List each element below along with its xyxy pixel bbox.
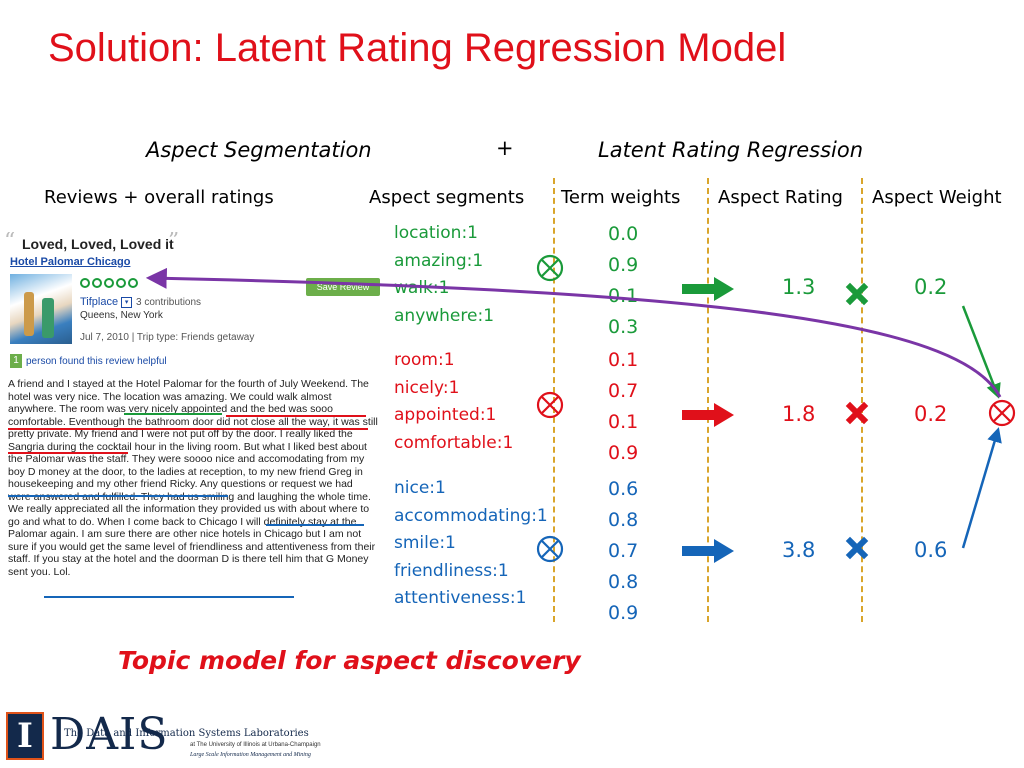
multiply-icon <box>845 401 869 425</box>
weight-item: 0.6 <box>608 478 639 500</box>
term-item: nice:1 <box>394 478 446 498</box>
separator-line <box>861 178 863 622</box>
header-aspect-segments: Aspect segments <box>369 187 525 208</box>
aspect-rating-service: 3.8 <box>782 538 816 562</box>
open-quote-icon: “ <box>4 232 16 254</box>
aspect-rating-location: 1.3 <box>782 275 816 299</box>
term-item: location:1 <box>394 223 478 243</box>
helpful-count-badge: 1 <box>10 354 22 368</box>
highlight-underline <box>8 428 368 430</box>
dropdown-icon[interactable]: ▾ <box>121 296 133 308</box>
header-aspect-rating: Aspect Rating <box>718 187 843 208</box>
weight-item: 0.9 <box>608 602 639 624</box>
caption-topic-model: Topic model for aspect discovery <box>118 646 581 675</box>
right-arrow-icon <box>682 539 734 563</box>
weight-item: 0.0 <box>608 223 639 245</box>
weight-item: 0.1 <box>608 349 639 371</box>
multiply-icon <box>845 536 869 560</box>
term-weights-service: 0.6 0.8 0.7 0.8 0.9 <box>608 474 638 629</box>
reviewer-avatar <box>10 274 72 344</box>
term-item: nicely:1 <box>394 377 460 398</box>
aspect-weight-room: 0.2 <box>914 402 948 426</box>
stage-plus: + <box>496 136 514 160</box>
reviewer-name[interactable]: Tifplace <box>80 296 119 308</box>
otimes-icon <box>536 254 564 282</box>
otimes-output-icon <box>988 399 1016 427</box>
term-item: appointed:1 <box>394 405 497 425</box>
reviewer-location: Queens, New York <box>80 310 163 321</box>
logo-line-2: at The University of Illinois at Urbana-… <box>190 742 321 748</box>
helpful-text: person found this review helpful <box>26 356 167 367</box>
term-item: room:1 <box>394 350 455 370</box>
slide-title: Solution: Latent Rating Regression Model <box>48 26 787 70</box>
close-quote-icon: ” <box>168 232 180 254</box>
illinois-logo-icon: I <box>6 712 44 760</box>
stage-latent-rating-regression: Latent Rating Regression <box>598 138 864 162</box>
multiply-icon <box>845 282 869 306</box>
reviewer-contributions: 3 contributions <box>136 297 202 308</box>
otimes-icon <box>536 391 564 419</box>
weight-item: 0.8 <box>608 571 639 593</box>
header-term-weights: Term weights <box>561 187 681 208</box>
weight-item: 0.3 <box>608 316 639 338</box>
term-weights-location: 0.0 0.9 0.1 0.3 <box>608 219 638 343</box>
feedback-arrow <box>145 267 1002 398</box>
aspect-weight-service: 0.6 <box>914 538 948 562</box>
aspect-terms-location: location:1 amazing:1 walk:1 anywhere:1 <box>394 220 494 330</box>
separator-line <box>707 178 709 622</box>
highlight-underline <box>124 413 222 415</box>
weight-item: 0.9 <box>608 254 639 276</box>
aspect-terms-room: room:1 nicely:1 appointed:1 comfortable:… <box>394 347 513 457</box>
term-item: anywhere:1 <box>394 305 495 326</box>
right-arrow-icon <box>682 277 734 301</box>
weight-item: 0.7 <box>608 380 639 402</box>
highlight-underline <box>8 495 228 497</box>
weight-item: 0.7 <box>608 540 639 562</box>
review-hotel-link[interactable]: Hotel Palomar Chicago <box>10 256 131 268</box>
rating-bubbles <box>80 278 138 288</box>
review-title: Loved, Loved, Loved it <box>22 236 174 252</box>
term-item: friendliness:1 <box>394 560 509 581</box>
logo-line-3: Large Scale Information Management and M… <box>190 752 311 758</box>
weight-item: 0.1 <box>608 411 639 433</box>
aspect-terms-service: nice:1 accommodating:1 smile:1 friendlin… <box>394 475 548 613</box>
highlight-underline <box>8 452 128 454</box>
review-card: “ Loved, Loved, Loved it ” Hotel Palomar… <box>4 232 380 624</box>
logo-line-1: The Data and Information Systems Laborat… <box>64 728 309 739</box>
term-item: amazing:1 <box>394 250 484 271</box>
highlight-underline <box>226 415 366 417</box>
otimes-icon <box>536 535 564 563</box>
term-item: attentiveness:1 <box>394 588 527 608</box>
weight-item: 0.8 <box>608 509 639 531</box>
term-item: comfortable:1 <box>394 432 514 453</box>
weight-item: 0.9 <box>608 442 639 464</box>
highlight-underline <box>44 596 294 598</box>
header-reviews: Reviews + overall ratings <box>44 187 274 208</box>
green-arrow-line <box>961 305 1001 399</box>
highlight-underline <box>266 524 364 526</box>
aspect-rating-room: 1.8 <box>782 402 816 426</box>
weight-item: 0.1 <box>608 285 639 307</box>
term-weights-room: 0.1 0.7 0.1 0.9 <box>608 345 638 469</box>
review-date: Jul 7, 2010 | Trip type: Friends getaway <box>80 332 255 343</box>
stage-aspect-segmentation: Aspect Segmentation <box>146 138 372 162</box>
right-arrow-icon <box>682 403 734 427</box>
term-item: smile:1 <box>394 533 456 553</box>
aspect-weight-location: 0.2 <box>914 275 948 299</box>
dais-wordmark: DAIS <box>50 709 169 760</box>
blue-arrow-line <box>961 427 1002 549</box>
term-item: accommodating:1 <box>394 505 548 526</box>
header-aspect-weight: Aspect Weight <box>872 187 1002 208</box>
